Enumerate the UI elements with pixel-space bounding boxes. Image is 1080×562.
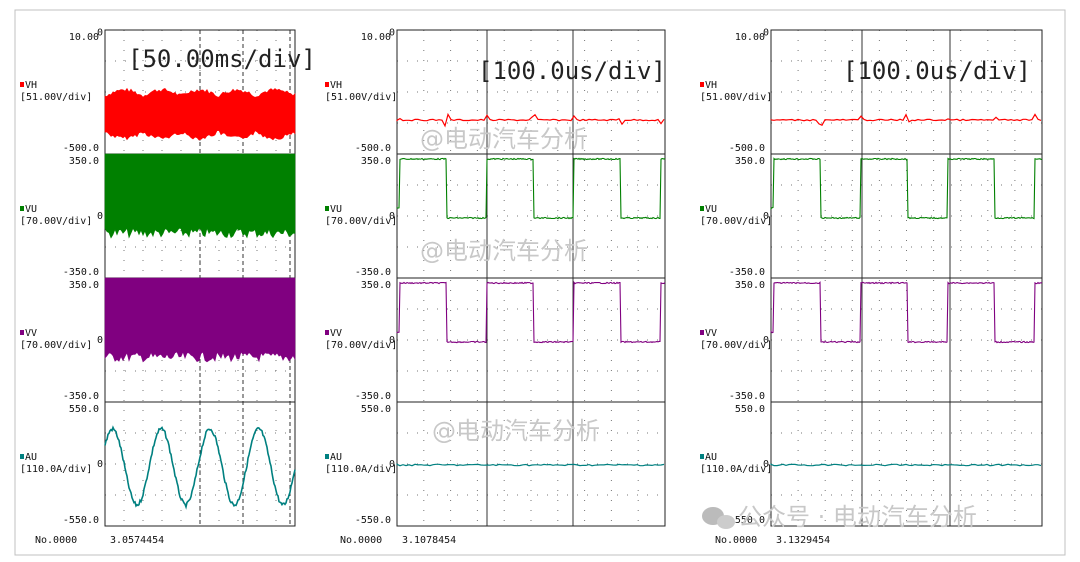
- channel-marker: [20, 454, 24, 459]
- range-bottom: -350.0: [355, 391, 391, 402]
- channel-marker: [20, 82, 24, 87]
- zero-marker: 0: [97, 211, 103, 222]
- zero-marker: 0: [763, 211, 769, 222]
- range-top: 10.00: [735, 32, 765, 43]
- zero-marker: 0: [763, 459, 769, 470]
- channel-scale: [51.00V/div]: [700, 92, 772, 103]
- channel-scale: [51.00V/div]: [20, 92, 92, 103]
- range-bottom: -550.0: [355, 515, 391, 526]
- timestamp: 3.1078454: [402, 535, 456, 546]
- range-bottom: -500.0: [355, 143, 391, 154]
- zero-marker: 0: [97, 335, 103, 346]
- record-number: No.0000: [35, 535, 77, 546]
- zero-marker: 0: [763, 27, 769, 38]
- channel-name: VV: [25, 328, 37, 339]
- waveform: [770, 463, 1042, 467]
- zero-marker: 0: [97, 459, 103, 470]
- timebase: [50.00ms/div]: [128, 45, 316, 73]
- watermark: @电动汽车分析: [432, 417, 600, 445]
- channel-scale: [70.00V/div]: [20, 340, 92, 351]
- waveform: [770, 281, 1043, 344]
- channel-scale: [110.0A/div]: [325, 464, 397, 475]
- waveform: [104, 153, 296, 239]
- channel-name: VU: [330, 204, 342, 215]
- watermark: @电动汽车分析: [420, 237, 588, 265]
- channel-name: VH: [330, 80, 342, 91]
- channel-scale: [110.0A/div]: [700, 464, 772, 475]
- range-bottom: -500.0: [63, 143, 99, 154]
- waveform: [104, 277, 296, 363]
- range-bottom: -550.0: [729, 515, 765, 526]
- range-top: 10.00: [69, 32, 99, 43]
- waveform: [396, 463, 665, 467]
- channel-name: VH: [705, 80, 717, 91]
- channel-scale: [70.00V/div]: [325, 340, 397, 351]
- channel-marker: [700, 454, 704, 459]
- range-top: 350.0: [361, 280, 391, 291]
- range-bottom: -350.0: [355, 267, 391, 278]
- channel-name: VH: [25, 80, 37, 91]
- channel-scale: [70.00V/div]: [700, 340, 772, 351]
- channel-marker: [325, 206, 329, 211]
- channel-marker: [325, 330, 329, 335]
- range-top: 550.0: [735, 404, 765, 415]
- channel-marker: [325, 454, 329, 459]
- timebase: [100.0us/div]: [478, 57, 666, 85]
- channel-name: VV: [330, 328, 342, 339]
- channel-name: AU: [705, 452, 717, 463]
- range-bottom: -350.0: [63, 391, 99, 402]
- watermark: @电动汽车分析: [420, 125, 588, 153]
- channel-marker: [20, 330, 24, 335]
- waveform: [396, 112, 665, 128]
- channel-name: VU: [25, 204, 37, 215]
- zero-marker: 0: [97, 27, 103, 38]
- channel-name: AU: [25, 452, 37, 463]
- timestamp: 3.0574454: [110, 535, 164, 546]
- range-top: 10.00: [361, 32, 391, 43]
- waveform: [104, 425, 296, 510]
- channel-scale: [51.00V/div]: [325, 92, 397, 103]
- channel-marker: [325, 82, 329, 87]
- zero-marker: 0: [389, 27, 395, 38]
- footer-watermark: 公众号 · 电动汽车分析: [738, 503, 977, 531]
- range-bottom: -500.0: [729, 143, 765, 154]
- channel-name: AU: [330, 452, 342, 463]
- channel-scale: [70.00V/div]: [700, 216, 772, 227]
- waveform: [104, 87, 296, 141]
- range-bottom: -550.0: [63, 515, 99, 526]
- zero-marker: 0: [389, 211, 395, 222]
- range-top: 350.0: [69, 280, 99, 291]
- channel-name: VU: [705, 204, 717, 215]
- range-top: 350.0: [735, 280, 765, 291]
- channel-marker: [700, 330, 704, 335]
- wechat-icon: [717, 515, 735, 529]
- channel-scale: [70.00V/div]: [325, 216, 397, 227]
- zero-marker: 0: [389, 335, 395, 346]
- channel-name: VV: [705, 328, 717, 339]
- range-bottom: -350.0: [63, 267, 99, 278]
- timestamp: 3.1329454: [776, 535, 830, 546]
- zero-marker: 0: [389, 459, 395, 470]
- range-top: 350.0: [69, 156, 99, 167]
- waveform: [396, 280, 666, 344]
- range-top: 350.0: [361, 156, 391, 167]
- range-bottom: -350.0: [729, 267, 765, 278]
- timebase: [100.0us/div]: [843, 57, 1031, 85]
- range-top: 550.0: [361, 404, 391, 415]
- waveform: [396, 157, 666, 220]
- range-top: 350.0: [735, 156, 765, 167]
- range-top: 550.0: [69, 404, 99, 415]
- channel-scale: [70.00V/div]: [20, 216, 92, 227]
- channel-marker: [20, 206, 24, 211]
- channel-marker: [700, 82, 704, 87]
- waveform: [770, 157, 1043, 220]
- waveform: [770, 113, 1042, 126]
- channel-scale: [110.0A/div]: [20, 464, 92, 475]
- channel-marker: [700, 206, 704, 211]
- range-bottom: -350.0: [729, 391, 765, 402]
- record-number: No.0000: [715, 535, 757, 546]
- zero-marker: 0: [763, 335, 769, 346]
- record-number: No.0000: [340, 535, 382, 546]
